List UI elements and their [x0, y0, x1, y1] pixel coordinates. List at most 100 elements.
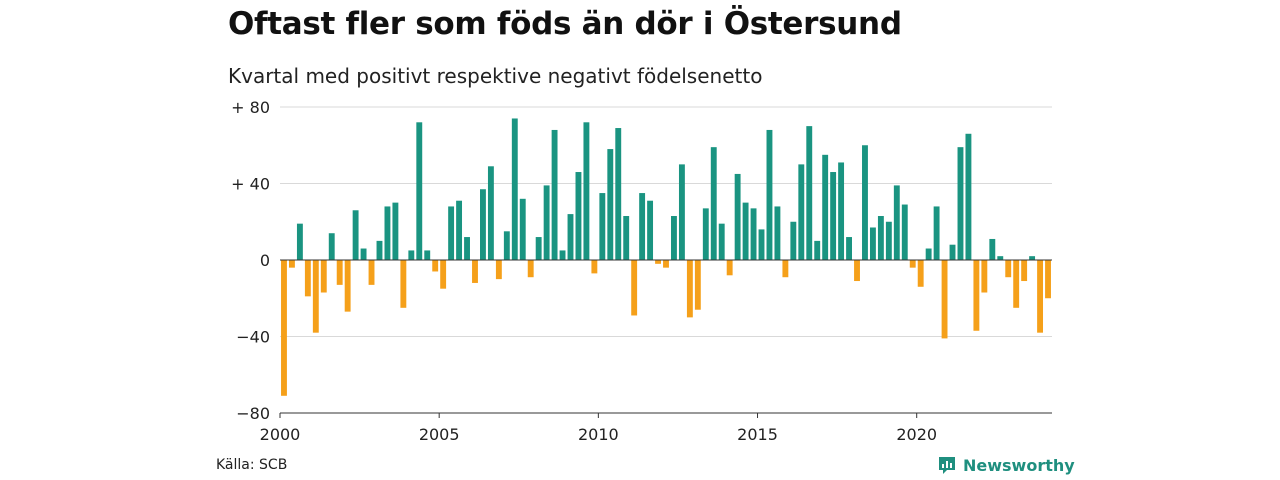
bar: [464, 237, 470, 260]
bar: [655, 260, 661, 264]
bar: [973, 260, 980, 331]
bar: [424, 250, 431, 260]
bar: [774, 206, 781, 260]
source-note: Källa: SCB: [216, 457, 288, 473]
bar: [965, 133, 972, 260]
bar: [567, 214, 574, 260]
bar: [527, 260, 534, 278]
bar: [981, 260, 988, 293]
bar: [281, 260, 287, 396]
bar: [750, 208, 757, 260]
bar: [846, 237, 852, 260]
x-axis: 2000 2005 2010 2015 2020: [260, 412, 1052, 444]
bar: [758, 229, 765, 260]
bar: [328, 233, 335, 260]
x-tick-label: 2015: [737, 425, 778, 444]
bar: [782, 260, 789, 278]
bar: [678, 164, 685, 260]
bar: [320, 260, 327, 293]
bar: [432, 260, 439, 272]
bar: [487, 166, 494, 260]
bar: [400, 260, 407, 308]
newsworthy-logo-icon: [939, 457, 955, 474]
bar: [543, 185, 550, 260]
bar: [663, 260, 669, 268]
bar: [288, 260, 295, 268]
y-tick-label: −40: [236, 328, 270, 347]
bar: [559, 250, 566, 260]
bar: [957, 147, 964, 260]
bar: [344, 260, 351, 312]
y-tick-label: 0: [260, 251, 270, 270]
bar: [472, 260, 478, 283]
bar: [862, 145, 868, 260]
bar: [718, 223, 725, 260]
bar: [997, 256, 1004, 260]
bar: [830, 172, 837, 260]
bar: [806, 126, 813, 260]
bar: [599, 193, 606, 260]
bar: [607, 149, 614, 260]
bar: [639, 193, 646, 260]
chart-title: Oftast fler som föds än dör i Östersund: [228, 6, 902, 42]
bar: [647, 200, 654, 260]
bar: [742, 202, 749, 260]
brand-logo[interactable]: Newsworthy: [937, 455, 1075, 475]
bar: [615, 128, 622, 260]
bar: [1037, 260, 1044, 333]
bar: [503, 231, 510, 260]
bar: [352, 210, 359, 260]
bar: [336, 260, 343, 285]
bar: [901, 204, 908, 260]
bar: [384, 206, 391, 260]
y-axis-labels: + 80 + 40 0 −40 −80: [231, 98, 270, 423]
brand-name: Newsworthy: [963, 455, 1075, 475]
bar: [448, 206, 455, 260]
bar: [408, 250, 415, 260]
bar: [838, 162, 845, 260]
bar: [511, 118, 518, 260]
bar: [376, 240, 383, 260]
bar: [312, 260, 319, 333]
bar: [575, 172, 582, 260]
bar: [304, 260, 311, 297]
bar: [710, 147, 717, 260]
bar: [941, 260, 948, 339]
bar: [814, 240, 821, 260]
bar: [702, 208, 709, 260]
bar: [551, 129, 558, 260]
y-tick-label: −80: [236, 404, 270, 423]
x-tick-label: 2005: [419, 425, 460, 444]
bar: [631, 260, 638, 316]
bar: [456, 200, 463, 260]
bar: [822, 154, 829, 260]
bar: [480, 189, 486, 260]
bar: [989, 238, 996, 260]
bar: [917, 260, 924, 287]
bar: [495, 260, 502, 280]
bar: [726, 260, 733, 276]
bar: [933, 206, 940, 260]
x-tick-label: 2020: [896, 425, 937, 444]
bar: [909, 260, 916, 268]
y-tick-label: + 80: [231, 98, 270, 117]
bar: [798, 164, 805, 260]
bar: [1005, 260, 1012, 278]
bar: [591, 260, 598, 274]
bar: [1021, 260, 1028, 282]
bar: [877, 216, 884, 260]
bar: [368, 260, 375, 285]
bar: [893, 185, 900, 260]
bar: [686, 260, 693, 318]
bar: [623, 216, 630, 260]
bar: [925, 248, 932, 260]
bar: [1029, 256, 1036, 260]
bar: [790, 221, 797, 260]
x-tick-label: 2010: [578, 425, 619, 444]
bar: [535, 237, 542, 260]
bar: [869, 227, 876, 260]
bar: [885, 221, 892, 260]
bar: [766, 129, 773, 260]
x-tick-label: 2000: [260, 425, 301, 444]
